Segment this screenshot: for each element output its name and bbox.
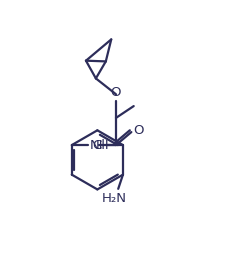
Text: NH: NH [89,139,109,151]
Text: O: O [133,124,144,137]
Text: H₂N: H₂N [102,192,127,205]
Text: Cl: Cl [93,139,106,151]
Text: O: O [111,87,121,99]
